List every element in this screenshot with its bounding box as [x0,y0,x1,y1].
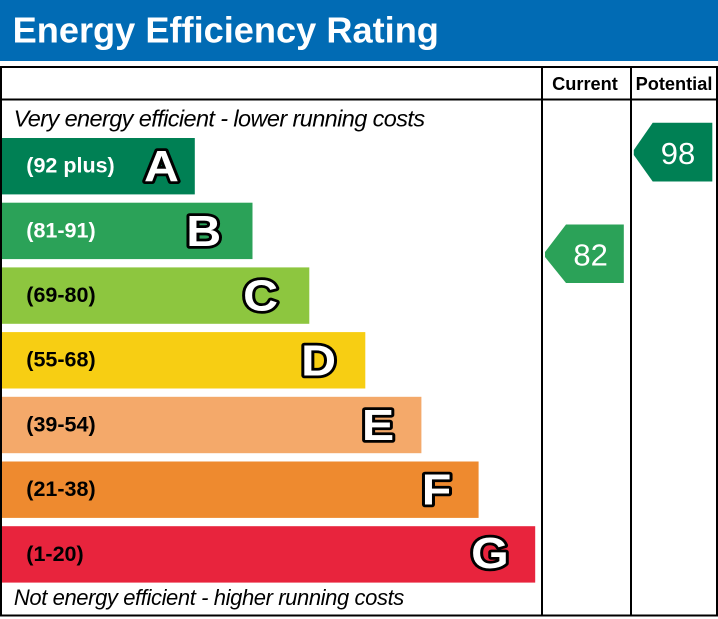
svg-text:(81-91): (81-91) [26,218,95,242]
svg-text:Current: Current [552,74,618,94]
svg-text:Very energy efficient - lower: Very energy efficient - lower running co… [14,106,426,132]
svg-text:(55-68): (55-68) [26,348,95,372]
svg-text:98: 98 [661,136,695,171]
svg-text:C: C [243,271,278,320]
svg-text:B: B [186,206,221,255]
svg-text:Not energy efficient - higher: Not energy efficient - higher running co… [14,585,404,610]
svg-text:(69-80): (69-80) [26,283,95,307]
svg-text:F: F [422,465,452,514]
svg-text:A: A [144,141,179,190]
svg-text:(1-20): (1-20) [26,542,83,566]
svg-text:(21-38): (21-38) [26,477,95,501]
svg-text:Energy Efficiency Rating: Energy Efficiency Rating [13,10,439,51]
svg-text:G: G [471,528,509,577]
svg-text:(39-54): (39-54) [26,412,95,436]
svg-text:D: D [301,335,336,384]
svg-text:82: 82 [573,237,607,272]
svg-text:E: E [362,400,394,449]
svg-text:Potential: Potential [636,74,713,94]
svg-text:(92 plus): (92 plus) [26,154,114,178]
